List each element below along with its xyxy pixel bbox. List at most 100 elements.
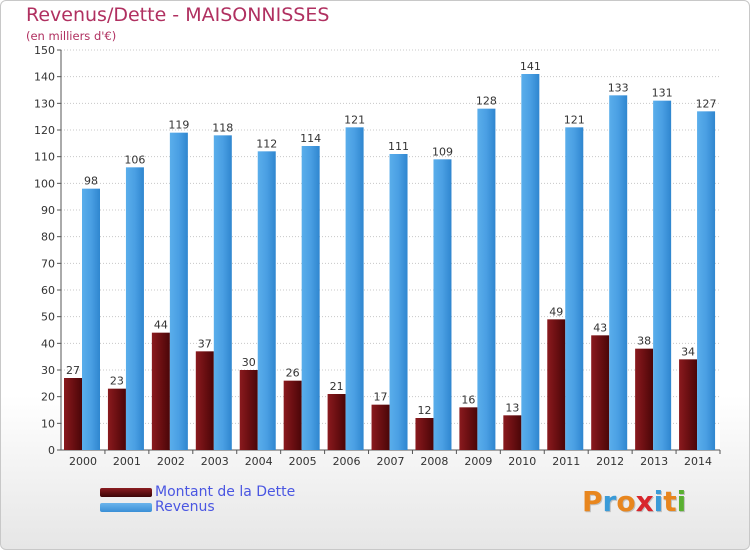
- data-label-dette: 44: [154, 319, 168, 332]
- logo-letter: t: [663, 485, 677, 518]
- bar-revenus: [433, 159, 452, 451]
- legend-label-dette: Montant de la Dette: [155, 484, 296, 500]
- bar-revenus: [125, 167, 144, 451]
- bar-dette: [107, 388, 126, 450]
- x-tick-label: 2003: [201, 455, 229, 468]
- data-label-dette: 37: [198, 337, 212, 350]
- bar-dette: [591, 335, 610, 450]
- data-label-dette: 13: [505, 401, 519, 414]
- bar-dette: [195, 351, 214, 450]
- y-tick-label: 130: [34, 97, 55, 110]
- bar-dette: [503, 415, 522, 450]
- y-tick-label: 20: [41, 391, 55, 404]
- bar-revenus: [609, 95, 628, 450]
- y-tick-label: 100: [34, 177, 55, 190]
- y-tick-label: 120: [34, 124, 55, 137]
- data-label-revenus: 121: [564, 113, 585, 126]
- logo-letter: o: [616, 485, 636, 518]
- x-tick-label: 2014: [684, 455, 712, 468]
- data-label-revenus: 141: [520, 60, 541, 73]
- x-tick-label: 2004: [245, 455, 273, 468]
- bar-dette: [547, 319, 566, 450]
- x-tick-label: 2011: [552, 455, 580, 468]
- logo-letter: P: [582, 485, 603, 518]
- x-tick-label: 2002: [157, 455, 185, 468]
- data-label-revenus: 114: [300, 132, 321, 145]
- proxiti-logo: Proxiti: [582, 485, 686, 518]
- x-tick-label: 2005: [289, 455, 317, 468]
- y-tick-label: 90: [41, 204, 55, 217]
- bar-revenus: [697, 111, 716, 450]
- data-label-revenus: 127: [696, 97, 717, 110]
- x-tick-label: 2000: [69, 455, 97, 468]
- y-tick-label: 50: [41, 311, 55, 324]
- bar-revenus: [257, 151, 276, 451]
- y-tick-label: 30: [41, 364, 55, 377]
- bar-revenus: [301, 146, 320, 450]
- data-label-revenus: 98: [84, 175, 98, 188]
- y-tick-label: 140: [34, 71, 55, 84]
- x-tick-label: 2006: [333, 455, 361, 468]
- y-tick-label: 40: [41, 337, 55, 350]
- logo-letter: i: [676, 485, 687, 518]
- data-label-revenus: 133: [608, 81, 629, 94]
- data-label-dette: 26: [286, 367, 300, 380]
- bar-revenus: [82, 188, 100, 450]
- bar-revenus: [653, 100, 672, 451]
- data-label-dette: 27: [66, 364, 80, 377]
- data-label-dette: 17: [374, 391, 388, 404]
- x-tick-label: 2010: [508, 455, 536, 468]
- bar-dette: [239, 370, 258, 450]
- data-label-dette: 34: [681, 345, 695, 358]
- data-label-dette: 49: [549, 305, 563, 318]
- x-tick-label: 2012: [596, 455, 624, 468]
- bar-dette: [371, 404, 390, 450]
- bar-dette: [64, 378, 82, 450]
- chart-title: Revenus/Dette - MAISONNISSES: [26, 4, 330, 26]
- data-label-revenus: 109: [432, 145, 453, 158]
- bar-revenus: [345, 127, 364, 450]
- x-tick-label: 2009: [464, 455, 492, 468]
- bar-dette: [283, 380, 302, 450]
- bar-revenus: [477, 108, 496, 451]
- bar-dette: [151, 332, 170, 450]
- bar-dette: [635, 348, 654, 450]
- legend-label-revenus: Revenus: [155, 499, 215, 515]
- data-label-dette: 21: [330, 380, 344, 393]
- y-tick-label: 70: [41, 257, 55, 270]
- bar-dette: [679, 359, 698, 450]
- y-tick-label: 0: [48, 444, 55, 457]
- x-tick-label: 2007: [377, 455, 405, 468]
- bar-revenus: [565, 127, 584, 450]
- data-label-dette: 43: [593, 321, 607, 334]
- bar-dette: [327, 394, 346, 450]
- data-label-revenus: 118: [212, 121, 233, 134]
- data-label-revenus: 128: [476, 95, 497, 108]
- bar-revenus: [521, 74, 540, 450]
- logo-letter: x: [635, 485, 654, 518]
- bar-dette: [415, 418, 434, 450]
- legend-swatch-dette: [100, 488, 152, 497]
- data-label-revenus: 119: [168, 119, 189, 132]
- bar-revenus: [169, 132, 188, 450]
- legend-swatch-revenus: [100, 503, 152, 512]
- x-tick-label: 2008: [420, 455, 448, 468]
- data-label-dette: 12: [417, 404, 431, 417]
- data-label-revenus: 111: [388, 140, 409, 153]
- bar-revenus: [213, 135, 232, 451]
- y-tick-label: 150: [34, 44, 55, 57]
- y-tick-label: 10: [41, 417, 55, 430]
- data-label-dette: 16: [461, 393, 475, 406]
- chart-subtitle: (en milliers d'€): [26, 29, 117, 43]
- data-label-revenus: 131: [652, 87, 673, 100]
- x-tick-label: 2001: [113, 455, 141, 468]
- data-label-revenus: 121: [344, 113, 365, 126]
- bar-revenus: [389, 154, 408, 450]
- bar-dette: [459, 407, 478, 450]
- data-label-revenus: 112: [256, 137, 277, 150]
- y-tick-label: 110: [34, 151, 55, 164]
- logo-letter: i: [653, 485, 664, 518]
- y-tick-label: 60: [41, 284, 55, 297]
- x-tick-label: 2013: [640, 455, 668, 468]
- logo-letter: r: [602, 485, 617, 518]
